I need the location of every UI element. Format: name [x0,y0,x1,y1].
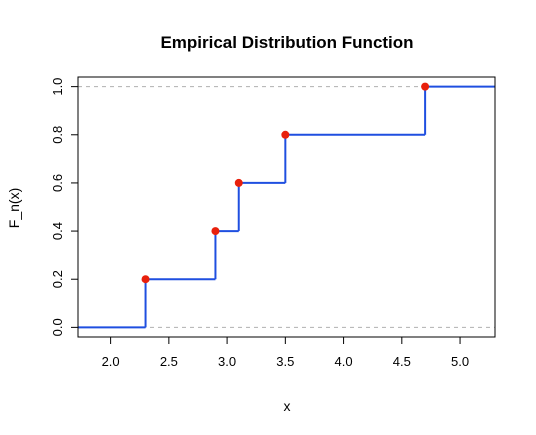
data-point-3 [234,178,243,187]
data-points [141,82,430,284]
x-tick-label-0: 2.0 [102,354,120,369]
x-tick-label-1: 2.5 [160,354,178,369]
step-lines [78,85,495,329]
y-axis: 0.0 0.2 0.4 0.6 0.8 1.0 [50,78,78,336]
x-axis: 2.0 2.5 3.0 3.5 4.0 4.5 5.0 [102,337,469,369]
data-point-2 [211,227,220,236]
data-point-1 [141,275,150,284]
x-tick-label-6: 5.0 [451,354,469,369]
plot-frame [77,76,496,338]
y-tick-label-0: 0.0 [50,318,65,336]
x-tick-label-4: 4.0 [335,354,353,369]
x-tick-label-2: 3.0 [218,354,236,369]
x-axis-label: x [284,398,291,414]
reference-lines [78,86,495,328]
data-point-4 [281,130,290,139]
y-axis-label: F_n(x) [6,188,22,228]
y-tick-label-2: 0.4 [50,222,65,240]
x-tick-label-3: 3.5 [276,354,294,369]
y-tick-label-5: 1.0 [50,78,65,96]
data-point-5 [421,82,430,91]
x-tick-label-5: 4.5 [393,354,411,369]
y-tick-label-4: 0.8 [50,126,65,144]
y-tick-label-3: 0.6 [50,174,65,192]
chart-title: Empirical Distribution Function [160,33,413,52]
y-tick-label-1: 0.2 [50,270,65,288]
